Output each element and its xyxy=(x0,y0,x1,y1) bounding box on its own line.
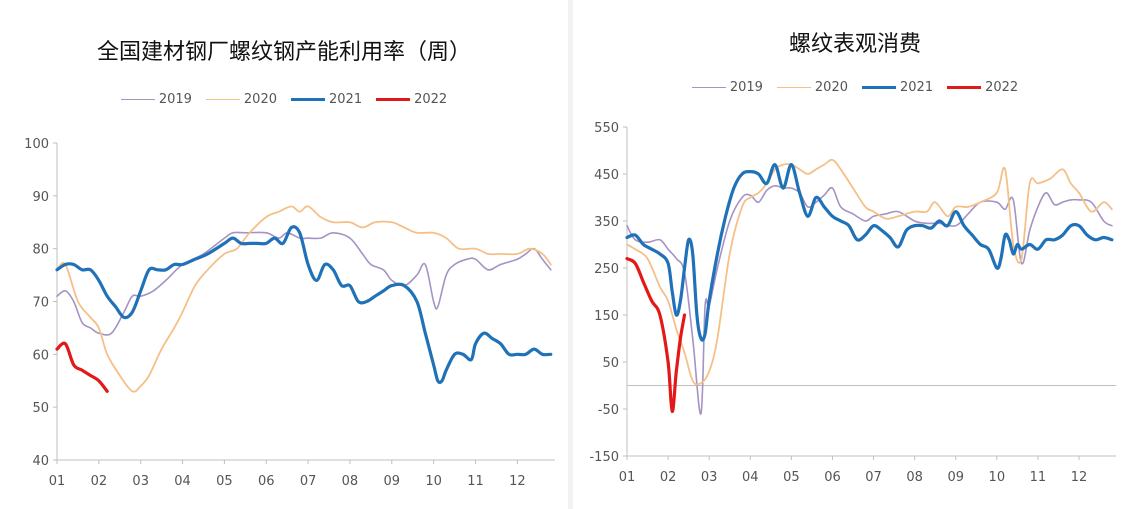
series-line-2022 xyxy=(625,257,687,414)
series-line-2020 xyxy=(626,158,1113,386)
legend-label: 2020 xyxy=(814,80,848,95)
legend-label: 2019 xyxy=(158,92,192,107)
y-tick-label: 550 xyxy=(594,121,619,136)
y-tick-label: 250 xyxy=(594,262,619,277)
chart-title: 全国建材钢厂螺纹钢产能利用率（周） xyxy=(96,40,471,65)
legend-label: 2022 xyxy=(985,80,1019,95)
y-tick-label: -150 xyxy=(589,450,619,465)
y-tick-label: 50 xyxy=(32,401,49,416)
y-tick-label: -50 xyxy=(598,403,619,418)
legend-item-2022: 2022 xyxy=(376,92,447,107)
x-tick-label: 04 xyxy=(174,474,191,489)
series-line-2019 xyxy=(56,231,552,336)
legend-label: 2020 xyxy=(243,92,277,107)
x-tick-label: 05 xyxy=(783,470,800,485)
x-tick-label: 01 xyxy=(49,474,66,489)
chart-legend: 2019 2020 2021 2022 xyxy=(573,80,1137,95)
x-tick-label: 02 xyxy=(91,474,108,489)
x-tick-label: 04 xyxy=(742,470,759,485)
x-tick-label: 06 xyxy=(258,474,275,489)
y-tick-label: 350 xyxy=(594,215,619,230)
right-chart-panel: 螺纹表观消费 2019 2020 2021 2022 -150 -50 50 150 250 3… xyxy=(573,0,1137,509)
x-tick-label: 03 xyxy=(132,474,149,489)
legend-label: 2021 xyxy=(900,80,934,95)
panel-divider xyxy=(568,0,573,509)
legend-item-2020: 2020 xyxy=(776,80,848,95)
x-tick-label: 12 xyxy=(1071,470,1088,485)
y-tick-label: 40 xyxy=(32,454,49,469)
legend-swatch xyxy=(691,87,726,88)
y-tick-label: 90 xyxy=(32,190,49,205)
x-tick-label: 03 xyxy=(701,470,718,485)
legend-swatch xyxy=(376,98,411,101)
legend-label: 2019 xyxy=(729,80,763,95)
y-tick-label: 100 xyxy=(24,137,49,152)
x-tick-label: 08 xyxy=(342,474,359,489)
y-tick-label: 70 xyxy=(32,296,49,311)
chart-legend: 2019 2020 2021 2022 xyxy=(0,92,568,107)
x-tick-label: 01 xyxy=(619,470,636,485)
legend-swatch xyxy=(862,86,896,89)
x-tick-label: 07 xyxy=(865,470,882,485)
legend-label: 2022 xyxy=(414,92,448,107)
legend-swatch xyxy=(120,99,155,100)
legend-swatch xyxy=(776,87,811,88)
x-tick-label: 09 xyxy=(947,470,964,485)
x-tick-label: 12 xyxy=(509,474,526,489)
legend-item-2020: 2020 xyxy=(205,92,277,107)
x-tick-label: 07 xyxy=(300,474,317,489)
line-chart-apparent-consumption: -150 -50 50 150 250 350 450 550 01 02 03 04 05 06 07 08… xyxy=(589,121,1116,485)
legend-item-2019: 2019 xyxy=(120,92,192,107)
legend-item-2019: 2019 xyxy=(691,80,763,95)
y-tick-label: 60 xyxy=(32,348,49,363)
x-tick-label: 11 xyxy=(1030,470,1047,485)
left-chart-panel: 全国建材钢厂螺纹钢产能利用率（周） 2019 2020 2021 2022 40 50 6… xyxy=(0,0,568,509)
x-tick-label: 10 xyxy=(425,474,442,489)
x-tick-label: 10 xyxy=(989,470,1006,485)
series-line-2019 xyxy=(626,184,1113,415)
x-tick-label: 02 xyxy=(660,470,677,485)
y-tick-label: 150 xyxy=(594,309,619,324)
x-tick-label: 11 xyxy=(467,474,484,489)
y-tick-label: 450 xyxy=(594,168,619,183)
legend-swatch xyxy=(205,99,240,100)
series-line-2021 xyxy=(55,225,553,385)
series-line-2020 xyxy=(56,205,552,393)
line-chart-utilization: 40 50 60 70 80 90 100 01 02 03 04 05 06 07 08 09 10 11 12 xyxy=(24,137,555,489)
legend-item-2022: 2022 xyxy=(947,80,1018,95)
x-tick-label: 09 xyxy=(384,474,401,489)
x-tick-label: 05 xyxy=(216,474,233,489)
legend-swatch xyxy=(947,86,982,89)
series-line-2022 xyxy=(55,341,109,393)
chart-title: 螺纹表观消费 xyxy=(788,32,921,57)
y-tick-label: 80 xyxy=(32,243,49,258)
legend-item-2021: 2021 xyxy=(862,80,933,95)
legend-item-2021: 2021 xyxy=(291,92,362,107)
series-line-2021 xyxy=(625,162,1114,342)
x-tick-label: 06 xyxy=(824,470,841,485)
legend-swatch xyxy=(291,98,325,101)
y-tick-label: 50 xyxy=(602,356,619,371)
x-tick-label: 08 xyxy=(906,470,923,485)
legend-label: 2021 xyxy=(329,92,363,107)
